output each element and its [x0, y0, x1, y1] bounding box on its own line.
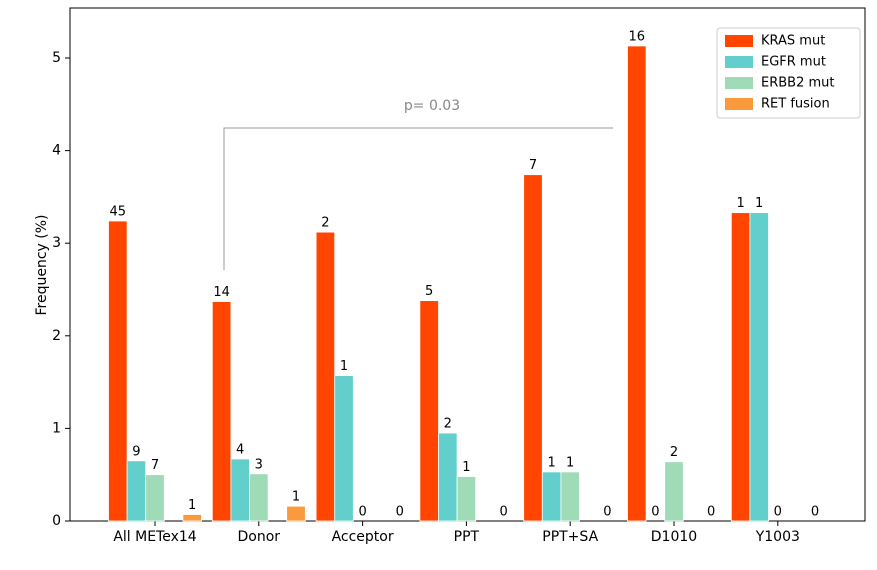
bar — [730, 212, 751, 522]
y-axis-label: Frequency (%) — [34, 214, 50, 315]
y-tick-label: 1 — [52, 420, 61, 436]
bar-label: 1 — [462, 460, 470, 475]
y-tick-label: 0 — [52, 513, 61, 529]
bar — [230, 458, 250, 522]
y-tick-label: 3 — [52, 235, 61, 251]
bar — [182, 514, 202, 522]
bar-label: 2 — [670, 445, 678, 460]
legend-label: KRAS mut — [761, 34, 825, 49]
bar-label: 1 — [736, 196, 744, 211]
legend-swatch — [725, 56, 753, 68]
annotation: p= 0.03 — [404, 98, 460, 114]
bar-label: 1 — [292, 490, 300, 505]
bar — [108, 220, 128, 522]
bar-label: 1 — [566, 455, 574, 470]
bar-label: 1 — [188, 498, 196, 513]
bar-label: 0 — [707, 505, 715, 520]
bar-label: 1 — [547, 455, 555, 470]
bar — [145, 474, 165, 522]
x-tick-label: PPT+SA — [542, 529, 598, 545]
legend-label: RET fusion — [761, 97, 830, 112]
legend-box — [716, 27, 861, 119]
bar-label: 0 — [774, 505, 782, 520]
bar — [419, 300, 439, 522]
bar-label: 9 — [132, 444, 140, 459]
bar — [315, 231, 336, 522]
y-tick-label: 4 — [52, 143, 61, 159]
x-tick-label: Donor — [238, 529, 281, 545]
x-tick-label: Y1003 — [755, 529, 800, 545]
y-tick-label: 5 — [52, 50, 61, 66]
legend-label: EGFR mut — [761, 55, 826, 70]
bar — [541, 471, 562, 522]
bar-label: 16 — [629, 29, 646, 44]
x-tick-label: All METex14 — [113, 529, 196, 545]
bar — [627, 45, 647, 522]
bar-label: 1 — [755, 196, 763, 211]
bar-label: 2 — [444, 417, 452, 432]
bar — [211, 301, 232, 522]
bar-label: 5 — [425, 284, 433, 299]
bar — [334, 375, 354, 522]
bar — [749, 212, 769, 522]
bar — [456, 476, 477, 522]
bar — [523, 174, 543, 522]
bar-label: 7 — [151, 458, 159, 473]
bar-label: 2 — [321, 216, 329, 231]
bar-label: 0 — [651, 505, 659, 520]
x-tick-label: D1010 — [651, 529, 697, 545]
bar-label: 0 — [603, 505, 611, 520]
bar-label: 0 — [499, 505, 507, 520]
bar-label: 14 — [213, 285, 230, 300]
bar-label: 4 — [236, 442, 244, 457]
bar-label: 3 — [255, 457, 263, 472]
bar-label: 1 — [340, 359, 348, 374]
legend-swatch — [725, 77, 753, 89]
legend-swatch — [725, 98, 753, 110]
bar — [438, 432, 458, 522]
bar — [664, 461, 684, 522]
legend-swatch — [725, 35, 753, 47]
y-tick-label: 2 — [52, 328, 61, 344]
bar-label: 0 — [396, 505, 404, 520]
x-tick-label: PPT — [454, 529, 480, 545]
bar-label: 0 — [811, 505, 819, 520]
bar-label: 45 — [110, 204, 127, 219]
x-tick-label: Acceptor — [332, 529, 394, 545]
significance-bracket — [223, 127, 613, 270]
bar — [286, 505, 306, 522]
bar — [249, 473, 269, 522]
bar-label: 0 — [358, 505, 366, 520]
bar — [560, 471, 580, 522]
bar-label: 7 — [529, 158, 537, 173]
legend-label: ERBB2 mut — [761, 76, 835, 91]
bar — [126, 460, 147, 522]
